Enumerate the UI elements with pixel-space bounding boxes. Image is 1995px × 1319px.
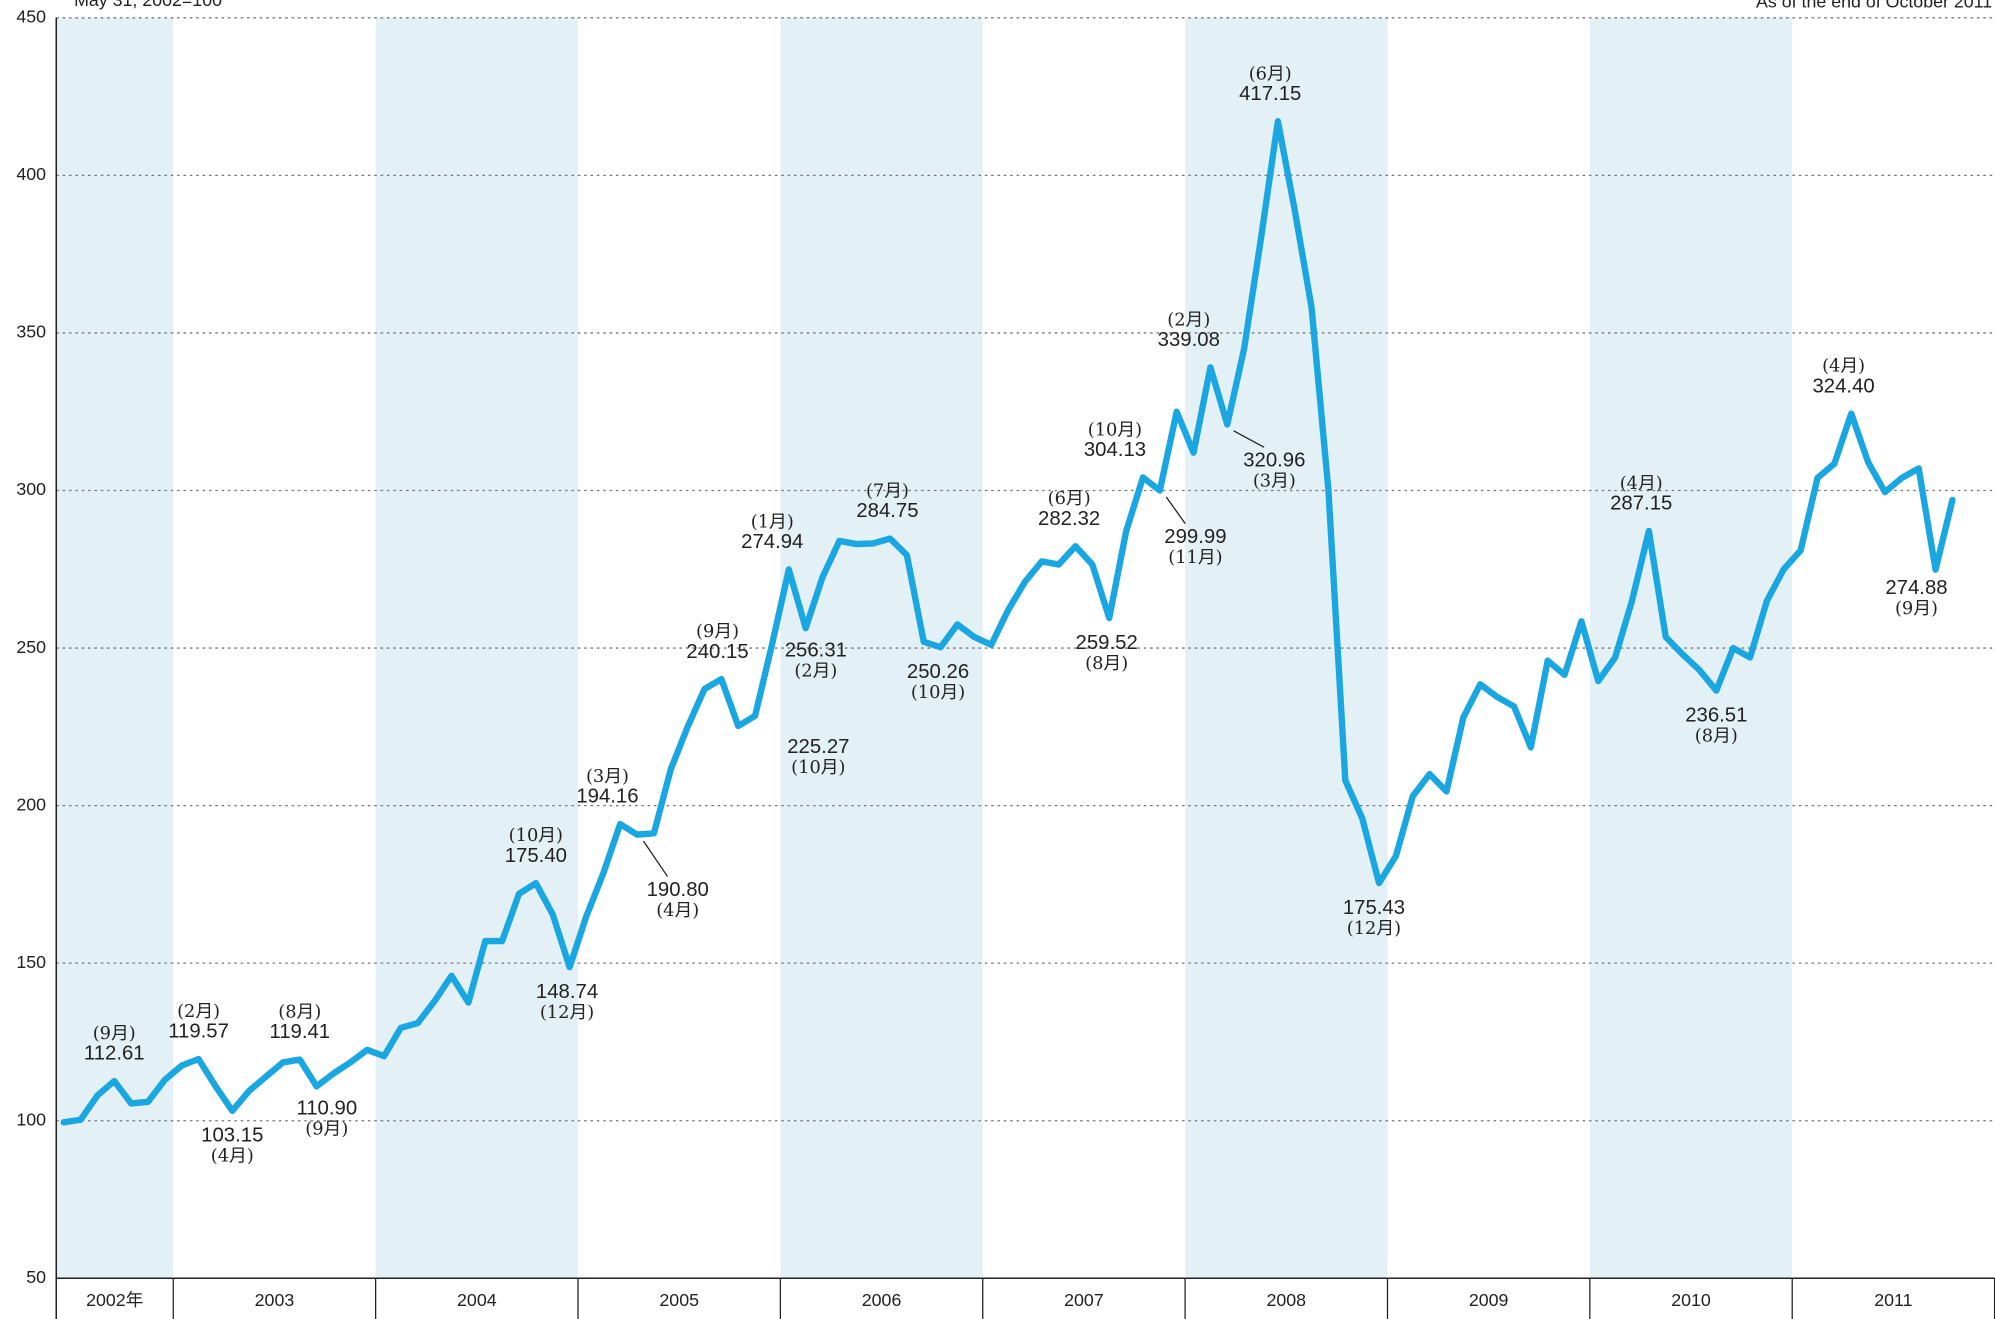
value-label: 417.15 xyxy=(1239,83,1301,105)
value-label: 256.31 xyxy=(785,639,847,661)
value-label: 284.75 xyxy=(856,500,918,522)
value-label: 320.96 xyxy=(1243,450,1305,472)
month-label: (6月) xyxy=(1249,63,1292,84)
leader-line xyxy=(1165,496,1186,524)
month-label: (2月) xyxy=(177,1001,220,1022)
y-tick-label: 200 xyxy=(16,794,46,814)
y-tick-label: 300 xyxy=(16,479,46,499)
month-label: (9月) xyxy=(1895,598,1938,619)
value-label: 250.26 xyxy=(907,661,969,683)
month-label: (4月) xyxy=(211,1146,254,1167)
x-tick-label: 2007 xyxy=(1064,1290,1104,1310)
month-label: (10月) xyxy=(911,682,965,703)
month-label: (6月) xyxy=(1048,488,1091,509)
value-label: 110.90 xyxy=(296,1098,357,1120)
value-label: 194.16 xyxy=(576,786,638,808)
value-label: 225.27 xyxy=(787,736,849,758)
leader-line xyxy=(1233,430,1265,448)
y-tick-label: 450 xyxy=(16,7,46,27)
month-label: (12月) xyxy=(1347,918,1401,939)
month-label: (3月) xyxy=(1253,471,1296,492)
month-label: (2月) xyxy=(794,660,837,681)
month-label: (2月) xyxy=(1167,309,1210,330)
month-label: (8月) xyxy=(1695,725,1738,746)
x-tick-label: 2003 xyxy=(255,1290,295,1310)
x-tick-label: 2011 xyxy=(1874,1290,1912,1310)
plot xyxy=(60,118,1956,1126)
month-label: (9月) xyxy=(305,1119,348,1140)
value-label: 282.32 xyxy=(1038,508,1100,530)
month-label: (10月) xyxy=(791,757,845,778)
annotations: 112.61(9月) 119.57(2月)103.15(4月)119.41(8月)… xyxy=(84,63,1948,1166)
value-label: 274.88 xyxy=(1885,577,1947,599)
value-label: 287.15 xyxy=(1610,493,1672,515)
value-label: 175.40 xyxy=(505,845,567,867)
y-tick-label: 150 xyxy=(16,952,46,972)
note: As of the end of October 2011 xyxy=(1756,0,1992,11)
grid: 50 100 150 200 250 300 350 400 450 xyxy=(16,7,1995,1319)
month-label: (4月) xyxy=(656,900,699,921)
month-label: (7月) xyxy=(866,480,909,501)
value-label: 274.94 xyxy=(741,531,803,553)
value-label: 236.51 xyxy=(1685,704,1747,726)
month-label: (1月) xyxy=(751,511,794,532)
value-label: 240.15 xyxy=(686,641,748,663)
value-label: 339.08 xyxy=(1158,329,1220,351)
month-label: (4月) xyxy=(1620,473,1663,494)
x-tick-label: 2009 xyxy=(1469,1290,1509,1310)
value-label: 299.99 xyxy=(1164,526,1226,548)
month-label: (9月) xyxy=(696,621,739,642)
x-tick-label: 2008 xyxy=(1266,1290,1306,1310)
y-tick-label: 250 xyxy=(16,637,46,657)
value-label: 119.57 xyxy=(168,1021,229,1043)
month-label: (8月) xyxy=(1085,653,1128,674)
month-label: (10月) xyxy=(509,825,563,846)
y-tick-label: 400 xyxy=(16,164,46,184)
month-label: (4月) xyxy=(1822,356,1865,377)
y-tick-label: 50 xyxy=(26,1267,46,1287)
y-tick-label: 350 xyxy=(16,322,46,342)
y-tick-label: 100 xyxy=(16,1109,46,1129)
x-tick-label: 2005 xyxy=(659,1290,699,1310)
value-label: 119.41 xyxy=(269,1021,330,1043)
data-line xyxy=(60,118,1956,1126)
leader-line xyxy=(642,840,669,877)
value-label: 103.15 xyxy=(201,1125,263,1147)
value-label: 190.80 xyxy=(647,879,709,901)
value-label: 304.13 xyxy=(1084,439,1146,461)
x-tick-label: 2004 xyxy=(457,1290,497,1310)
value-label: 259.52 xyxy=(1076,632,1138,654)
month-label: (8月) xyxy=(278,1002,321,1023)
month-label: (12月) xyxy=(540,1002,594,1023)
value-label: 175.43 xyxy=(1343,897,1405,919)
month-label: (3月) xyxy=(586,766,629,787)
value-label: 324.40 xyxy=(1812,375,1874,397)
month-label: (9月) xyxy=(93,1023,136,1044)
x-tick-label: 2006 xyxy=(862,1290,902,1310)
month-label: (11月) xyxy=(1168,547,1222,568)
x-tick-label: 2010 xyxy=(1671,1290,1711,1310)
value-label: 112.61 xyxy=(84,1043,145,1065)
month-label: (10月) xyxy=(1088,419,1142,440)
value-label: 148.74 xyxy=(536,981,598,1003)
subtitle: May 31, 2002=100 xyxy=(74,0,222,10)
x-tick-label: 2002年 xyxy=(86,1290,143,1310)
